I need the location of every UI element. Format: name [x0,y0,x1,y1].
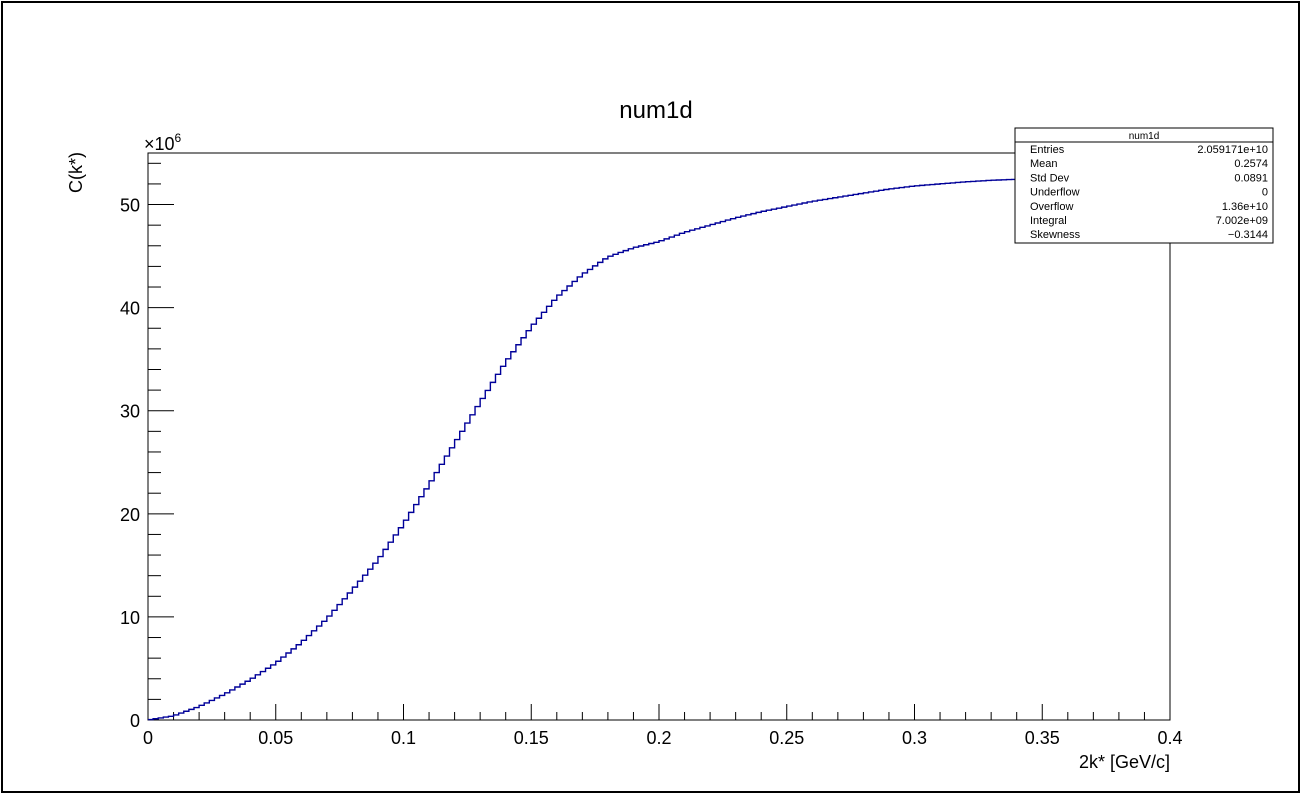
y-tick-label: 10 [120,608,140,628]
stats-row-label: Entries [1030,144,1065,156]
y-tick-label: 0 [130,711,140,731]
x-tick-label: 0.3 [902,728,927,748]
y-axis-tick-labels: 0 10 20 30 40 50 [120,196,140,731]
stats-row-value: 0.2574 [1234,158,1268,170]
x-tick-label: 0.35 [1025,728,1060,748]
x-tick-label: 0.2 [646,728,671,748]
histogram-series [148,175,1170,721]
stats-row-label: Skewness [1030,229,1081,241]
stats-row-label: Overflow [1030,201,1073,213]
stats-box-frame [1014,127,1274,244]
series-line [148,175,1170,721]
stats-box: num1d Entries 2.059171e+10 Mean 0.2574 Std D… [1014,127,1274,244]
x-tick-label: 0.25 [769,728,804,748]
stats-box-title: num1d [1129,131,1160,142]
stats-row-value: −0.3144 [1228,229,1268,241]
stats-row-label: Integral [1030,215,1067,227]
stats-row-value: 2.059171e+10 [1197,144,1268,156]
x-axis-tick-labels: 0 0.05 0.1 0.15 0.2 0.25 0.3 0.35 0.4 [143,728,1183,748]
stats-row-label: Underflow [1030,187,1080,199]
y-tick-label: 50 [120,196,140,216]
y-tick-label: 40 [120,299,140,319]
x-tick-label: 0.05 [258,728,293,748]
stats-row-label: Std Dev [1030,172,1070,184]
chart-title: num1d [619,97,692,124]
stats-row-value: 0.0891 [1234,172,1268,184]
stats-box-rows: Entries 2.059171e+10 Mean 0.2574 Std Dev 0.08… [1030,144,1268,241]
x-axis-ticks [147,704,1171,720]
stats-row-value: 7.002e+09 [1216,215,1268,227]
y-tick-label: 20 [120,505,140,525]
x-axis-label: 2k* [GeV/c] [1079,752,1170,772]
x-tick-label: 0 [143,728,153,748]
stats-row-value: 1.36e+10 [1222,201,1268,213]
x-tick-label: 0.1 [391,728,416,748]
stats-row-value: 0 [1262,187,1268,199]
stats-row-label: Mean [1030,158,1058,170]
y-axis-label: C(k*) [66,152,86,193]
x-tick-label: 0.4 [1157,728,1182,748]
x-tick-label: 0.15 [514,728,549,748]
y-axis-ticks [148,162,174,721]
y-tick-label: 30 [120,402,140,422]
y-axis-exponent: ×106 [144,131,182,154]
